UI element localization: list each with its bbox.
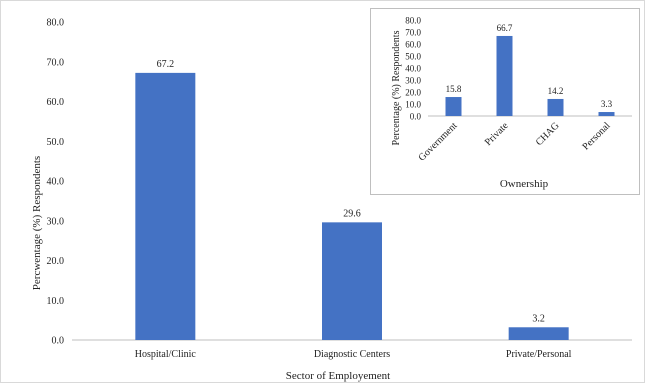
inset-bar <box>547 98 564 116</box>
main-data-label: 67.2 <box>157 59 175 70</box>
main-bar <box>135 72 196 340</box>
main-data-label: 29.6 <box>343 208 361 219</box>
inset-y-tick-label: 40.0 <box>405 64 421 74</box>
inset-bar <box>598 112 615 116</box>
main-bars <box>135 72 569 340</box>
main-y-tick-label: 70.0 <box>47 57 65 68</box>
inset-bar <box>496 35 513 116</box>
inset-data-label: 3.3 <box>601 99 613 109</box>
inset-y-axis-title: Percentage (%) Respondents <box>391 30 402 145</box>
inset-y-tick-label: 10.0 <box>405 100 421 110</box>
inset-x-axis-title: Ownership <box>500 178 549 190</box>
main-y-tick-label: 60.0 <box>47 97 65 108</box>
main-bar <box>322 222 382 340</box>
inset-y-tick-label: 20.0 <box>405 88 421 98</box>
main-y-tick-label: 30.0 <box>47 216 65 227</box>
inset-y-tick-label: 80.0 <box>405 16 421 26</box>
inset-y-tick-label: 70.0 <box>405 28 421 38</box>
main-category-label: Hospital/Clinic <box>135 349 197 360</box>
main-y-tick-label: 10.0 <box>47 296 65 307</box>
inset-category-label: Private <box>483 120 511 148</box>
main-y-axis-ticks: 0.0 10.0 20.0 30.0 40.0 50.0 60.0 70.0 80.0 <box>47 18 65 347</box>
inset-y-tick-label: 60.0 <box>405 40 421 50</box>
main-category-labels: Hospital/Clinic Diagnostic Centers Private… <box>135 349 572 360</box>
main-y-axis-title: Percwentage (%) Respondents <box>31 156 43 290</box>
main-y-tick-label: 40.0 <box>47 177 65 188</box>
inset-category-labels: Government Private CHAG Personal <box>416 120 612 164</box>
inset-data-labels: 15.8 66.7 14.2 3.3 <box>446 23 613 109</box>
inset-data-label: 66.7 <box>497 23 513 33</box>
inset-bars <box>445 35 615 116</box>
inset-y-tick-label: 0.0 <box>410 112 422 122</box>
main-data-label: 3.2 <box>532 313 545 324</box>
inset-y-tick-label: 50.0 <box>405 52 421 62</box>
main-y-tick-label: 50.0 <box>47 137 65 148</box>
main-bar <box>508 327 569 340</box>
inset-category-label: CHAG <box>534 120 562 148</box>
inset-bar <box>445 97 462 116</box>
main-category-label: Private/Personal <box>506 349 572 360</box>
inset-data-label: 15.8 <box>446 84 462 94</box>
main-y-tick-label: 80.0 <box>47 18 65 29</box>
main-data-labels: 67.2 29.6 3.2 <box>157 59 545 324</box>
main-x-axis-title: Sector of Employement <box>286 370 390 382</box>
inset-data-label: 14.2 <box>548 86 564 96</box>
inset-category-label: Government <box>416 120 459 163</box>
inset-y-tick-label: 30.0 <box>405 76 421 86</box>
main-category-label: Diagnostic Centers <box>314 349 390 360</box>
inset-category-label: Personal <box>580 120 612 152</box>
inset-y-axis-ticks: 0.0 10.0 20.0 30.0 40.0 50.0 60.0 70.0 80.0 <box>405 16 421 122</box>
main-y-tick-label: 0.0 <box>52 336 65 347</box>
main-y-tick-label: 20.0 <box>47 256 65 267</box>
